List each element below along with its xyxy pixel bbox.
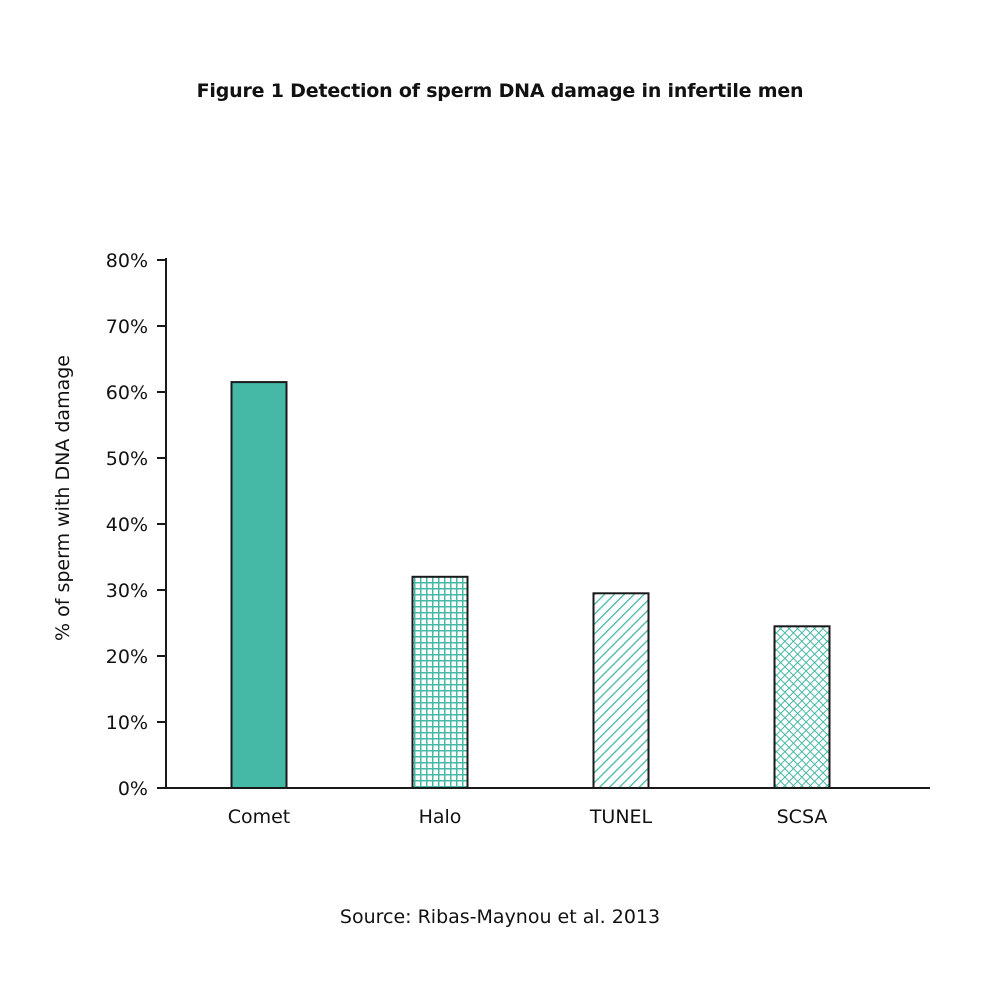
bars-group (230, 381, 831, 789)
y-tick-label: 70% (106, 316, 148, 338)
chart-source: Source: Ribas-Maynou et al. 2013 (339, 906, 661, 928)
bar-tunel (592, 592, 650, 789)
y-tick-label: 0% (118, 778, 148, 800)
chart-title: Figure 1 Detection of sperm DNA damage i… (196, 80, 804, 102)
y-tick-label: 40% (106, 514, 148, 536)
bar-halo (411, 575, 469, 789)
y-tick-label: 10% (106, 712, 148, 734)
x-tick-label: SCSA (777, 806, 828, 828)
y-tick-label: 50% (106, 448, 148, 470)
x-tick-label: TUNEL (589, 806, 653, 828)
labels-group: 0% 10% 20% 30% 40% 50% 60% 70% 80% % of sperm wit… (52, 250, 827, 828)
y-tick-label: 30% (106, 580, 148, 602)
bar-comet (230, 381, 288, 789)
y-tick-label: 60% (106, 382, 148, 404)
x-tick-label: Halo (419, 806, 462, 828)
y-tick-label: 80% (106, 250, 148, 272)
y-axis-label: % of sperm with DNA damage (52, 355, 74, 641)
x-tick-label: Comet (228, 806, 291, 828)
y-tick-label: 20% (106, 646, 148, 668)
bar-scsa (773, 625, 831, 789)
